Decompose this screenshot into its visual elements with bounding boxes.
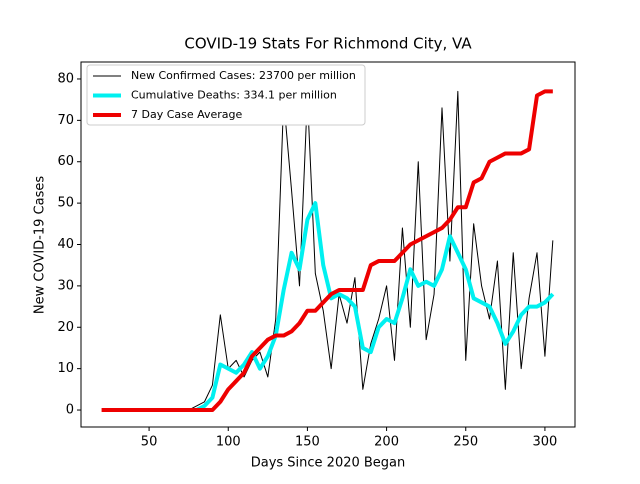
- legend-label: 7 Day Case Average: [131, 108, 243, 121]
- y-tick-label: 50: [57, 196, 74, 211]
- y-tick-label: 30: [57, 278, 74, 293]
- x-tick-label: 150: [295, 435, 320, 450]
- y-tick-label: 80: [57, 71, 74, 86]
- x-tick-label: 100: [216, 435, 241, 450]
- y-tick-label: 60: [57, 154, 74, 169]
- y-tick-label: 10: [57, 361, 74, 376]
- series-line: [101, 89, 553, 413]
- legend-box: [86, 64, 366, 126]
- legend-label: Cumulative Deaths: 334.1 per million: [131, 89, 337, 102]
- legend-label: New Confirmed Cases: 23700 per million: [131, 69, 356, 82]
- y-axis-label: New COVID-19 Cases: [33, 176, 48, 314]
- y-tick-label: 0: [66, 403, 74, 418]
- chart-title: COVID-19 Stats For Richmond City, VA: [184, 35, 472, 53]
- x-tick-label: 250: [453, 435, 478, 450]
- plot-frame: [80, 61, 576, 428]
- y-tick-label: 40: [57, 237, 74, 252]
- series-line: [195, 201, 555, 412]
- x-tick-label: 300: [533, 435, 558, 450]
- x-tick-label: 200: [374, 435, 399, 450]
- y-tick-label: 20: [57, 320, 74, 335]
- x-tick-label: 50: [141, 435, 158, 450]
- x-axis-label: Days Since 2020 Began: [251, 456, 406, 471]
- y-tick-label: 70: [57, 113, 74, 128]
